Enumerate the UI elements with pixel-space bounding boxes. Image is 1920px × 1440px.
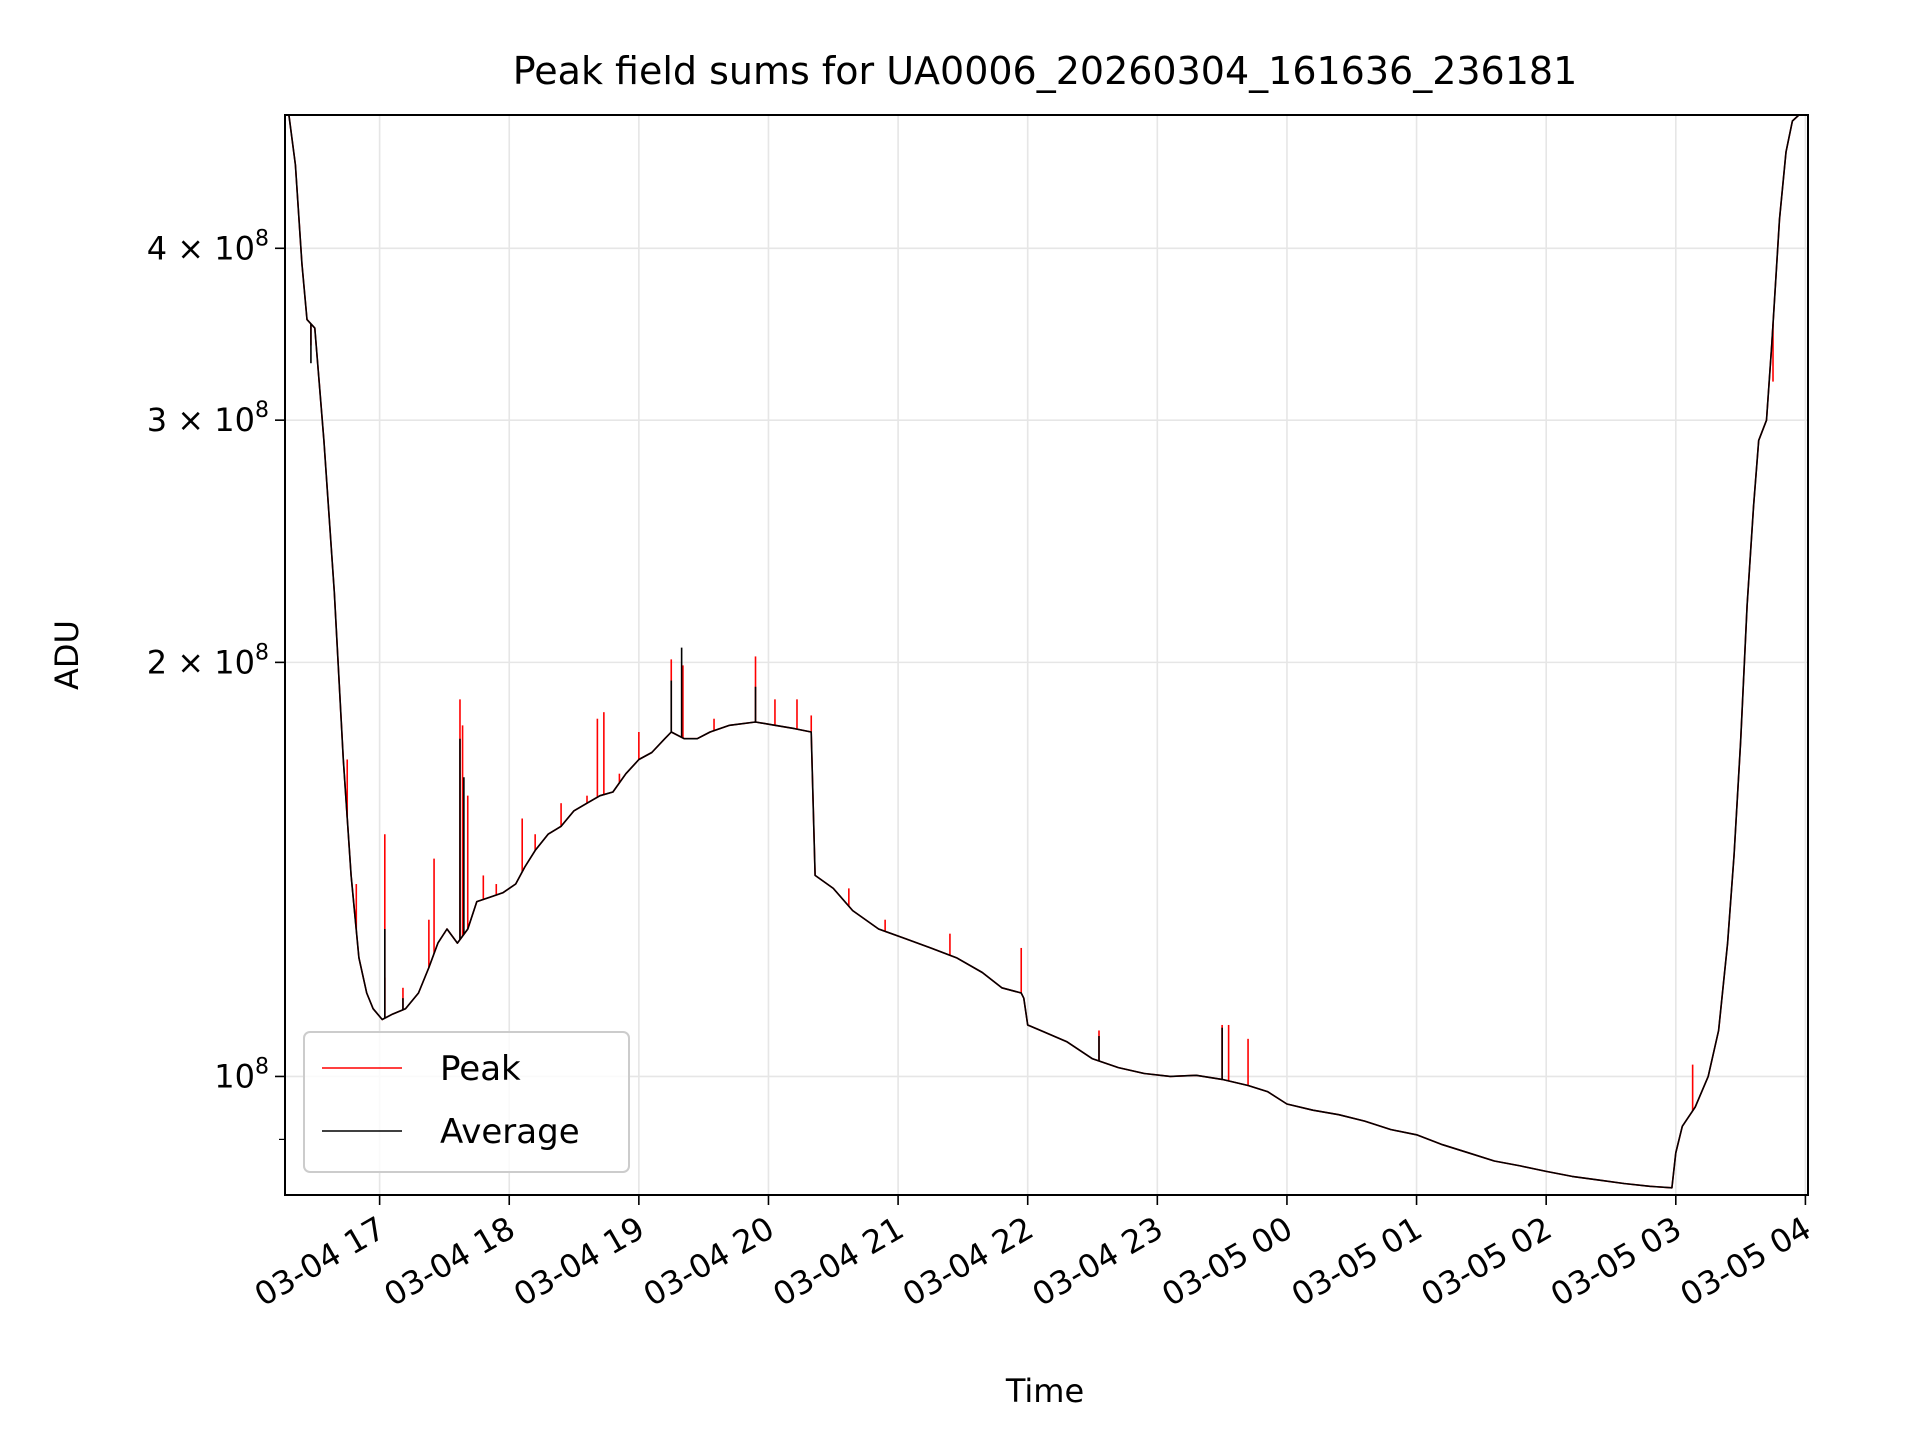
grid-lines	[285, 115, 1808, 1195]
series-lines	[285, 114, 1808, 1189]
x-tick-label: 03-04 19	[507, 1209, 651, 1314]
x-axis-label: Time	[1005, 1372, 1084, 1410]
y-tick-label: 108	[214, 1054, 269, 1095]
x-tick-label: 03-04 23	[1026, 1209, 1170, 1314]
y-tick-label: 3 × 108	[147, 398, 269, 439]
chart-title: Peak field sums for UA0006_20260304_1616…	[513, 49, 1578, 93]
x-tick-label: 03-04 17	[248, 1209, 392, 1314]
x-tick-label: 03-05 04	[1674, 1209, 1818, 1314]
y-tick-label: 4 × 108	[147, 226, 269, 267]
x-tick-label: 03-05 01	[1285, 1209, 1429, 1314]
x-tick-label: 03-04 20	[637, 1209, 781, 1314]
x-tick-label: 03-05 00	[1155, 1209, 1299, 1314]
y-tick-label: 2 × 108	[147, 640, 269, 681]
plot-frame	[284, 114, 1809, 1196]
x-tick-label: 03-04 22	[896, 1209, 1040, 1314]
x-tick-label: 03-04 18	[378, 1209, 522, 1314]
legend: Peak Average	[303, 1031, 630, 1173]
x-tick-label: 03-05 03	[1544, 1209, 1688, 1314]
y-axis-label: ADU	[48, 620, 86, 690]
peak-series-line	[285, 114, 1808, 1189]
legend-box	[303, 1031, 630, 1173]
x-tick-label: 03-04 21	[766, 1209, 910, 1314]
average-series-line	[285, 114, 1808, 1189]
x-tick-label: 03-05 02	[1415, 1209, 1559, 1314]
legend-average-label: Average	[440, 1112, 580, 1152]
legend-peak-label: Peak	[440, 1049, 521, 1089]
